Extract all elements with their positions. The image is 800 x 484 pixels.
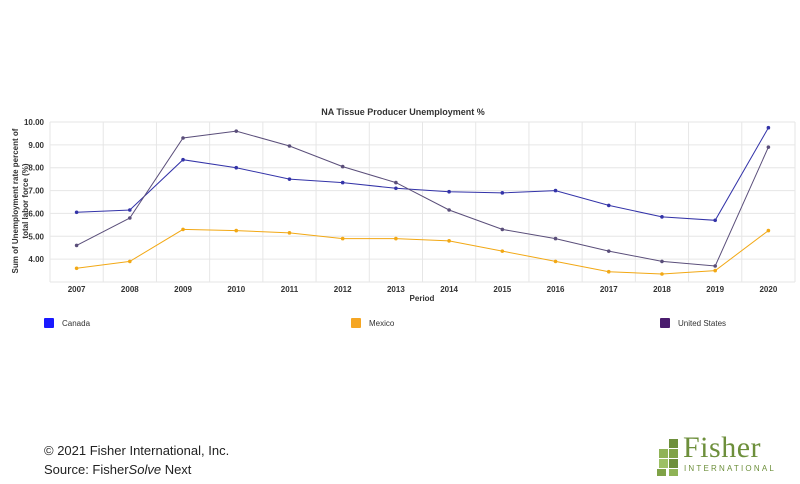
- data-point-canada[interactable]: [394, 186, 398, 191]
- logo-blocks-icon: [657, 439, 678, 476]
- y-tick-label: 4.00: [28, 255, 44, 264]
- x-tick-label: 2020: [759, 285, 777, 294]
- data-point-united-states[interactable]: [287, 144, 292, 148]
- data-point-canada[interactable]: [660, 215, 664, 219]
- data-point-canada[interactable]: [713, 218, 717, 223]
- grid-lines: [49, 121, 796, 283]
- x-axis-ticks: 2007 2008 2009 2010 2011 2012 2013 2014 2015 2016…: [68, 285, 778, 294]
- chart-title: NA Tissue Producer Unemployment %: [321, 107, 485, 117]
- data-point-united-states[interactable]: [181, 136, 185, 140]
- legend-label-united-states: United States: [678, 318, 727, 328]
- series-group: [74, 125, 771, 276]
- x-axis-title: Period: [410, 294, 435, 303]
- data-point-mexico[interactable]: [74, 266, 79, 271]
- source-italic: Solve: [128, 462, 162, 477]
- data-point-canada[interactable]: [74, 210, 79, 215]
- data-point-united-states[interactable]: [447, 208, 451, 212]
- y-axis-title-line-2: total labor force (%): [21, 163, 30, 238]
- data-point-mexico[interactable]: [606, 269, 611, 274]
- data-point-mexico[interactable]: [287, 231, 292, 235]
- series-line-mexico: [76, 228, 769, 275]
- data-point-canada[interactable]: [447, 189, 451, 194]
- legend-swatch-canada: [44, 318, 54, 328]
- y-tick-label: 7.00: [28, 187, 44, 196]
- data-point-united-states[interactable]: [553, 236, 558, 241]
- y-axis-title-line-1: Sum of Unemployment rate percent of: [11, 128, 20, 273]
- legend-swatch-united-states: [660, 318, 670, 328]
- series-line-canada: [76, 127, 769, 221]
- data-point-united-states[interactable]: [74, 243, 79, 248]
- source-prefix: Source: Fisher: [44, 462, 129, 477]
- legend-item-mexico[interactable]: Mexico: [351, 316, 394, 330]
- x-tick-label: 2017: [600, 285, 618, 294]
- fisher-logo: Fisher INTERNATIONAL: [655, 431, 777, 477]
- data-point-mexico[interactable]: [447, 239, 451, 243]
- y-axis-ticks: 4.00 5.00 6.00 7.00 8.00 9.00 10.00: [24, 118, 45, 264]
- y-axis-title: Sum of Unemployment rate percent of tota…: [11, 128, 30, 273]
- data-point-canada[interactable]: [128, 208, 132, 212]
- data-point-united-states[interactable]: [234, 129, 239, 133]
- data-point-mexico[interactable]: [500, 249, 505, 253]
- x-tick-label: 2019: [706, 285, 724, 294]
- data-point-united-states[interactable]: [394, 180, 398, 185]
- data-point-canada[interactable]: [340, 180, 345, 185]
- x-tick-label: 2008: [121, 285, 139, 294]
- legend-item-united-states[interactable]: United States: [660, 316, 726, 330]
- line-chart: NA Tissue Producer Unemployment % 4.00 5.…: [11, 107, 796, 303]
- x-tick-label: 2013: [387, 285, 405, 294]
- copyright-text: © 2021 Fisher International, Inc.: [44, 443, 230, 458]
- logo-subtitle: INTERNATIONAL: [684, 464, 777, 473]
- x-tick-label: 2015: [493, 285, 511, 294]
- x-tick-label: 2007: [68, 285, 86, 294]
- data-point-mexico[interactable]: [660, 272, 664, 276]
- legend-swatch-mexico: [351, 318, 361, 328]
- data-point-mexico[interactable]: [234, 228, 239, 233]
- data-point-united-states[interactable]: [606, 249, 611, 253]
- x-tick-label: 2018: [653, 285, 671, 294]
- data-point-canada[interactable]: [606, 203, 611, 208]
- legend-label-mexico: Mexico: [369, 318, 395, 328]
- data-point-canada[interactable]: [553, 188, 558, 193]
- x-tick-label: 2012: [334, 285, 352, 294]
- data-point-mexico[interactable]: [394, 236, 398, 241]
- data-point-canada[interactable]: [766, 125, 771, 130]
- y-tick-label: 8.00: [28, 164, 44, 173]
- data-point-united-states[interactable]: [500, 227, 505, 232]
- data-point-united-states[interactable]: [660, 259, 664, 264]
- data-point-united-states[interactable]: [128, 216, 132, 220]
- y-tick-label: 5.00: [28, 232, 44, 241]
- y-tick-label: 10.00: [24, 118, 45, 127]
- data-point-mexico[interactable]: [713, 268, 717, 273]
- data-point-canada[interactable]: [500, 191, 505, 195]
- data-point-mexico[interactable]: [766, 228, 771, 233]
- source-suffix: Next: [161, 462, 192, 477]
- legend-item-canada[interactable]: Canada: [44, 316, 90, 330]
- x-tick-label: 2011: [281, 285, 299, 294]
- data-point-canada[interactable]: [181, 157, 185, 162]
- x-tick-label: 2010: [227, 285, 245, 294]
- data-point-mexico[interactable]: [128, 259, 132, 264]
- data-point-mexico[interactable]: [340, 236, 345, 241]
- x-tick-label: 2016: [547, 285, 565, 294]
- data-point-mexico[interactable]: [553, 259, 558, 264]
- data-point-canada[interactable]: [234, 165, 239, 170]
- legend-label-canada: Canada: [62, 318, 91, 328]
- logo-name: Fisher: [683, 431, 761, 464]
- data-point-canada[interactable]: [287, 177, 292, 181]
- series-line-united-states: [76, 130, 769, 267]
- data-point-mexico[interactable]: [181, 227, 185, 232]
- y-tick-label: 9.00: [28, 141, 44, 150]
- x-tick-label: 2009: [174, 285, 192, 294]
- source-text: Source: FisherSolve Next: [44, 462, 191, 477]
- x-tick-label: 2014: [440, 285, 458, 294]
- data-point-united-states[interactable]: [713, 264, 717, 268]
- y-tick-label: 6.00: [28, 209, 44, 218]
- data-point-united-states[interactable]: [766, 145, 771, 149]
- data-point-united-states[interactable]: [340, 164, 345, 169]
